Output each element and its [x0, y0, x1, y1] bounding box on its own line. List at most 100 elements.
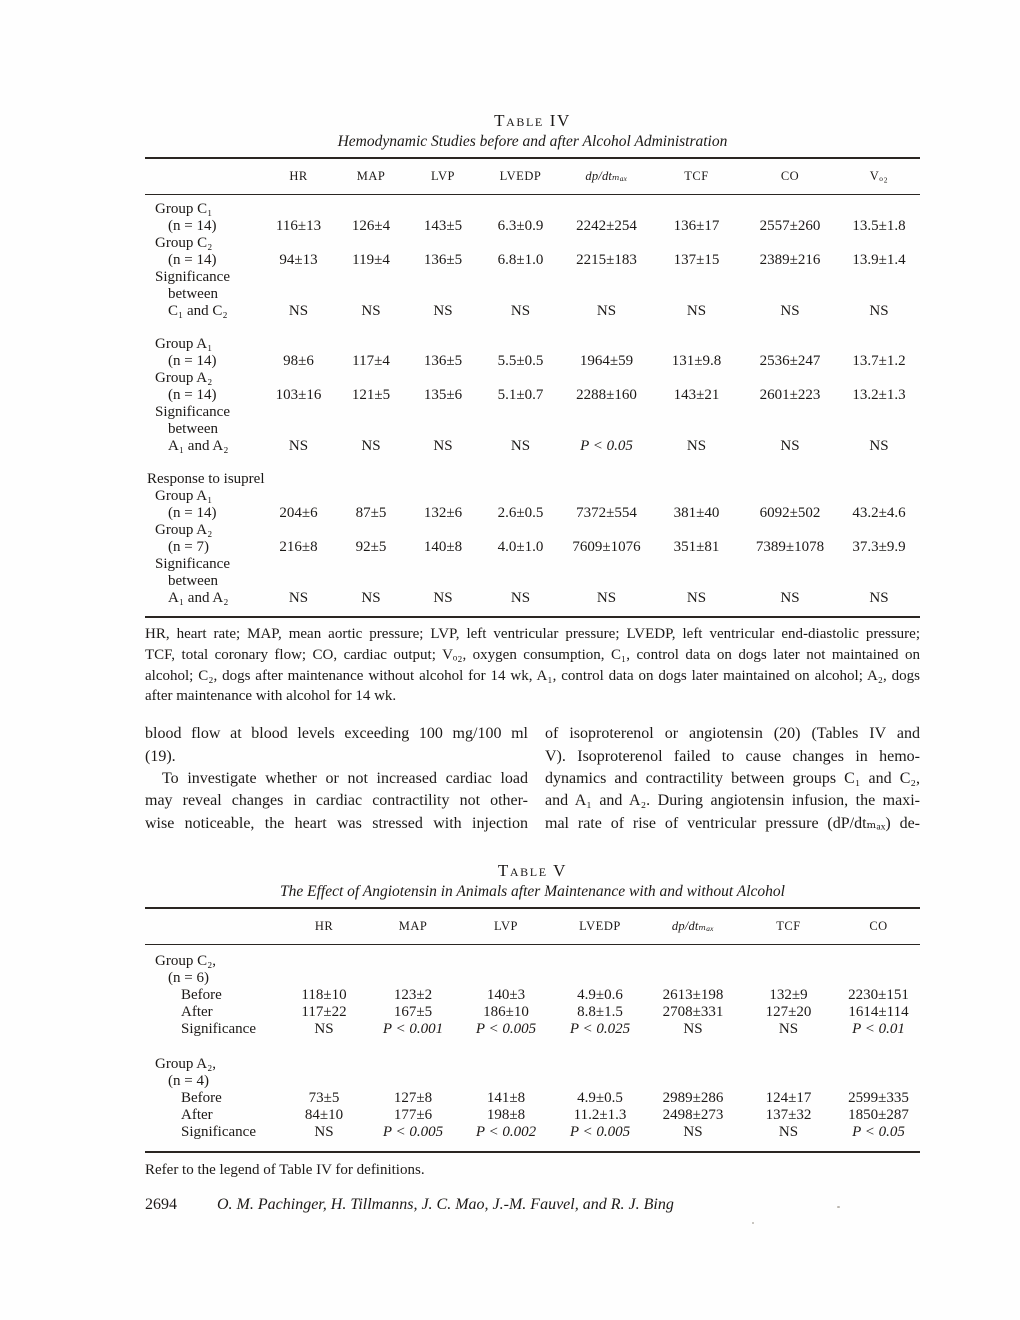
cell: 4.9±0.6 — [577, 987, 623, 1004]
row-label: Significance — [155, 556, 230, 572]
row-label: Group A₂ — [155, 370, 213, 386]
table-row: between — [145, 573, 920, 590]
table-row: Group C₁ — [145, 195, 920, 219]
cell: 1850±287 — [848, 1107, 909, 1124]
column-header: LVEDP — [554, 908, 646, 946]
cell: 5.1±0.7 — [497, 387, 544, 403]
cell: 6.3±0.9 — [497, 218, 544, 234]
cell: 2557±260 — [759, 218, 821, 234]
cell: 124±17 — [765, 1090, 812, 1107]
row-label: (n = 6) — [168, 970, 209, 987]
cell: 132±9 — [769, 987, 808, 1004]
row-label: (n = 14) — [168, 218, 217, 234]
table-row: between — [145, 286, 920, 303]
cell: 37.3±9.9 — [852, 539, 906, 555]
cell: 351±81 — [673, 539, 720, 555]
spacer-row — [145, 320, 920, 336]
cell: NS — [686, 303, 707, 319]
cell: 131±9.8 — [671, 353, 722, 369]
column-header: LVP — [407, 158, 479, 195]
row-label: A₁ and A₂ — [168, 438, 229, 454]
cell: 2599±335 — [848, 1090, 909, 1107]
row-label: (n = 14) — [168, 252, 217, 268]
table-row: Group A₂ — [145, 370, 920, 387]
table5-note: Refer to the legend of Table IV for defi… — [145, 1162, 425, 1179]
cell: 2498±273 — [662, 1107, 724, 1124]
table-row: Group A₂, — [145, 1056, 920, 1073]
text-line: may reveal changes in cardiac contractil… — [145, 792, 528, 810]
cell: 126±4 — [351, 218, 391, 234]
spacer-cell — [145, 320, 920, 336]
table-row: (n = 4) — [145, 1073, 920, 1090]
column-header: CO — [742, 158, 838, 195]
cell: 1614±114 — [848, 1004, 909, 1021]
row-label: Significance — [155, 269, 230, 285]
table-row: C₁ and C₂ NS NS NS NS NS NS NS NS — [145, 303, 920, 320]
cell: 118±10 — [301, 987, 347, 1004]
cell: 127±8 — [393, 1090, 433, 1107]
row-label: Before — [181, 987, 222, 1004]
cell: NS — [778, 1124, 799, 1141]
table5-subtitle: The Effect of Angiotensin in Animals aft… — [279, 883, 785, 901]
cell: 13.9±1.4 — [852, 252, 906, 268]
column-header: TCF — [651, 158, 742, 195]
cell: NS — [314, 1021, 334, 1038]
table-row: (n = 6) — [145, 970, 920, 987]
text-line: and A₁ and A₂. During angiotensin infusi… — [545, 792, 920, 810]
row-label: between — [168, 421, 218, 437]
cell: NS — [510, 590, 531, 606]
legend-line: TCF, total coronary flow; CO, cardiac ou… — [145, 646, 920, 663]
cell: 98±6 — [283, 353, 314, 369]
row-label: (n = 14) — [168, 505, 217, 521]
table4-header: HR MAP LVP LVEDP dp/dtₘₐₓ TCF CO Vₒ₂ — [145, 158, 920, 195]
authors-line: O. M. Pachinger, H. Tillmanns, J. C. Mao… — [217, 1196, 674, 1214]
text-line: V). Isoproterenol failed to cause change… — [545, 747, 920, 765]
text-line: of isoproterenol or angiotensin (20) (Ta… — [545, 725, 920, 743]
legend-line: alcohol; C₂, dogs after maintenance with… — [145, 667, 920, 684]
cell: 136±17 — [673, 218, 720, 234]
cell: 204±6 — [279, 505, 318, 521]
cell: 381±40 — [673, 505, 720, 521]
table-row: Group C₂ — [145, 235, 920, 252]
page-footer: 2694 O. M. Pachinger, H. Tillmanns, J. C… — [145, 1196, 920, 1214]
body-text: blood flow at blood levels exceeding 100… — [145, 723, 920, 835]
cell: 140±8 — [423, 539, 463, 555]
table-row: (n = 14) 98±6 117±4 136±5 5.5±0.5 1964±59 131±… — [145, 353, 920, 370]
row-label: Before — [181, 1090, 222, 1107]
cell: 143±5 — [423, 218, 463, 234]
empty-header — [145, 908, 280, 946]
legend-line: after maintenance with alcohol for 14 wk… — [145, 688, 397, 705]
cell: 2230±151 — [848, 987, 909, 1004]
cell: NS — [361, 590, 381, 606]
column-header: LVEDP — [479, 158, 562, 195]
table-row: A₁ and A₂ NS NS NS NS P < 0.05 NS NS NS — [145, 438, 920, 455]
row-label: (n = 14) — [168, 387, 217, 403]
cell: 216±8 — [279, 539, 318, 555]
cell: 13.7±1.2 — [852, 353, 906, 369]
empty-header — [145, 158, 262, 195]
cell: NS — [686, 590, 707, 606]
cell: P < 0.001 — [382, 1021, 444, 1038]
row-label: Significance — [181, 1021, 256, 1038]
table-row: A₁ and A₂ NS NS NS NS NS NS NS NS — [145, 590, 920, 617]
text-line: dynamics and contractility between group… — [545, 770, 920, 787]
cell: 2.6±0.5 — [497, 505, 544, 521]
cell: NS — [361, 438, 381, 454]
cell: 135±6 — [423, 387, 463, 403]
cell: 92±5 — [355, 539, 387, 555]
cell: P < 0.05 — [580, 438, 633, 454]
row-label: After — [181, 1004, 213, 1021]
cell: 136±5 — [423, 353, 463, 369]
column-header: TCF — [740, 908, 837, 946]
row-label: Group A₂ — [155, 522, 213, 538]
table-row: Before 118±10 123±2 140±3 4.9±0.6 2613±198 132… — [145, 987, 920, 1004]
table-row: Significance — [145, 404, 920, 421]
cell: 4.0±1.0 — [497, 539, 544, 555]
cell: NS — [288, 590, 309, 606]
cell: NS — [433, 590, 453, 606]
cell: 87±5 — [355, 505, 387, 521]
table-row: Significance NS P < 0.005 P < 0.002 P < 0.00… — [145, 1124, 920, 1152]
cell: NS — [288, 303, 309, 319]
page-content: Table IV Hemodynamic Studies before and … — [145, 0, 920, 1214]
